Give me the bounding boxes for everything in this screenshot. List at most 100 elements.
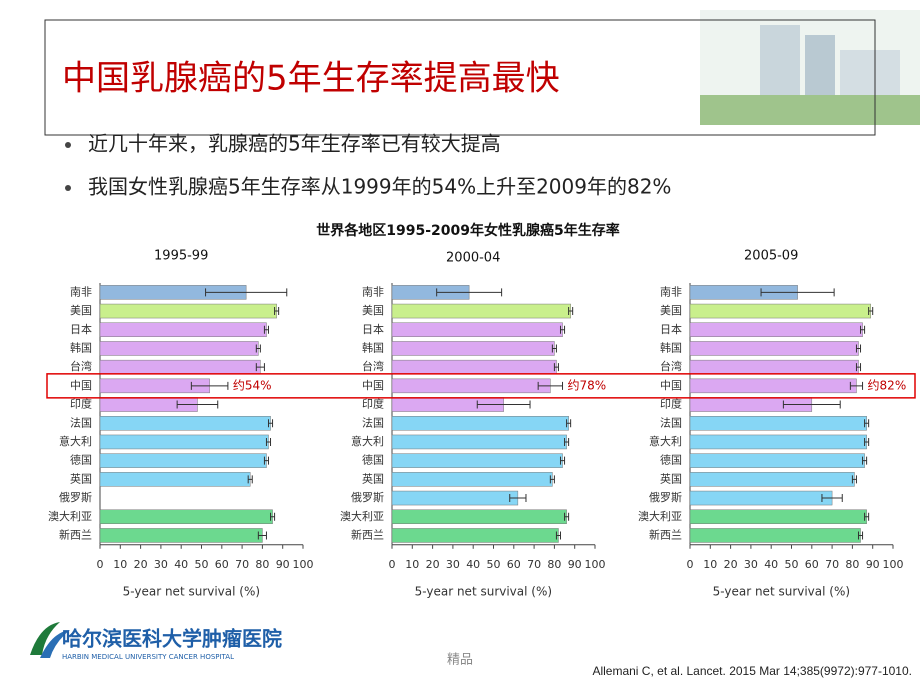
category-label: 印度 xyxy=(362,397,384,411)
x-tick-label: 80 xyxy=(547,558,561,571)
error-bar xyxy=(855,363,862,372)
category-label: 法国 xyxy=(70,415,92,429)
logo xyxy=(30,622,70,658)
category-label: 澳大利亚 xyxy=(340,509,384,523)
bar xyxy=(689,303,871,319)
error-bar xyxy=(205,288,288,297)
error-bar xyxy=(551,344,557,353)
error-bar xyxy=(760,288,835,297)
category-label: 意大利 xyxy=(649,434,682,448)
x-tick-label: 0 xyxy=(97,558,104,571)
category-label: 中国 xyxy=(70,379,92,392)
error-bar xyxy=(559,325,566,334)
bullet: 我国女性乳腺癌5年生存率从1999年的54%上升至2009年的82% xyxy=(88,175,671,199)
error-bar xyxy=(862,456,868,465)
bullet-dot xyxy=(65,185,71,191)
category-label: 南非 xyxy=(70,285,92,298)
x-tick-label: 90 xyxy=(568,558,582,571)
x-axis-label: 5-year net survival (%) xyxy=(713,584,850,598)
error-bar xyxy=(559,456,566,465)
x-tick-label: 50 xyxy=(487,558,501,571)
category-label: 美国 xyxy=(362,304,384,317)
x-tick-label: 50 xyxy=(785,558,799,571)
bullet: 近几十年来，乳腺癌的5年生存率已有较大提高 xyxy=(88,132,501,156)
logo-name: 哈尔滨医科大学肿瘤医院 xyxy=(62,627,282,651)
x-tick-label: 40 xyxy=(174,558,188,571)
error-bar xyxy=(274,307,280,316)
category-label: 法国 xyxy=(660,415,682,429)
category-label: 法国 xyxy=(362,415,384,429)
error-bar xyxy=(564,512,570,521)
error-bar xyxy=(566,419,572,428)
bar xyxy=(99,434,269,450)
slide-title: 中国乳腺癌的5年生存率提高最快 xyxy=(62,59,560,99)
category-label: 俄罗斯 xyxy=(59,491,92,504)
bar xyxy=(689,528,861,543)
category-label: 澳大利亚 xyxy=(48,509,92,523)
bar xyxy=(689,341,859,356)
bullet-dot xyxy=(65,142,71,148)
error-bar xyxy=(855,344,862,353)
category-label: 意大利 xyxy=(351,434,384,448)
bar xyxy=(689,322,863,337)
category-label: 南非 xyxy=(362,285,384,298)
watermark: 精品 xyxy=(447,653,473,668)
bar xyxy=(391,509,567,524)
bar xyxy=(689,359,859,375)
error-bar xyxy=(270,512,276,521)
bar xyxy=(689,490,833,506)
x-tick-label: 70 xyxy=(527,558,541,571)
chart-title: 2000-04 xyxy=(446,251,500,266)
bar xyxy=(99,341,259,356)
error-bar xyxy=(263,456,269,465)
category-label: 意大利 xyxy=(59,434,92,448)
category-label: 印度 xyxy=(70,397,92,411)
error-bar xyxy=(864,512,870,521)
error-bar xyxy=(265,437,272,446)
category-label: 英国 xyxy=(70,471,92,485)
error-bar xyxy=(436,288,503,297)
bar xyxy=(689,416,867,431)
bar xyxy=(391,378,551,394)
x-tick-label: 90 xyxy=(276,558,290,571)
category-label: 台湾 xyxy=(362,359,384,373)
annotation: 约82% xyxy=(868,377,907,392)
bar xyxy=(99,359,261,375)
error-bar xyxy=(255,344,261,353)
annotation: 约78% xyxy=(568,377,607,392)
x-tick-label: 100 xyxy=(883,558,904,571)
category-label: 美国 xyxy=(660,304,682,317)
error-bar xyxy=(509,494,527,503)
error-bar xyxy=(857,531,864,540)
error-bar xyxy=(537,381,564,390)
x-tick-label: 30 xyxy=(446,558,460,571)
bar xyxy=(391,490,519,506)
highlight-box xyxy=(46,373,916,399)
error-bar xyxy=(263,325,269,334)
category-label: 美国 xyxy=(70,304,92,317)
bar xyxy=(689,453,865,468)
x-tick-label: 20 xyxy=(134,558,148,571)
x-tick-label: 70 xyxy=(235,558,249,571)
bar xyxy=(99,416,271,431)
error-bar xyxy=(267,419,274,428)
category-label: 俄罗斯 xyxy=(649,491,682,504)
category-label: 韩国 xyxy=(70,340,92,354)
x-tick-label: 40 xyxy=(764,558,778,571)
title-box xyxy=(44,19,876,136)
bar xyxy=(391,528,559,543)
x-tick-label: 90 xyxy=(866,558,880,571)
x-tick-label: 50 xyxy=(195,558,209,571)
category-label: 台湾 xyxy=(660,359,682,373)
x-tick-label: 100 xyxy=(293,558,314,571)
x-tick-label: 60 xyxy=(805,558,819,571)
bar xyxy=(99,322,267,337)
category-label: 南非 xyxy=(660,285,682,298)
x-tick-label: 100 xyxy=(585,558,606,571)
category-label: 中国 xyxy=(660,379,682,392)
error-bar xyxy=(860,325,866,334)
category-label: 澳大利亚 xyxy=(638,509,682,523)
category-label: 德国 xyxy=(362,453,384,467)
bar xyxy=(391,416,569,431)
